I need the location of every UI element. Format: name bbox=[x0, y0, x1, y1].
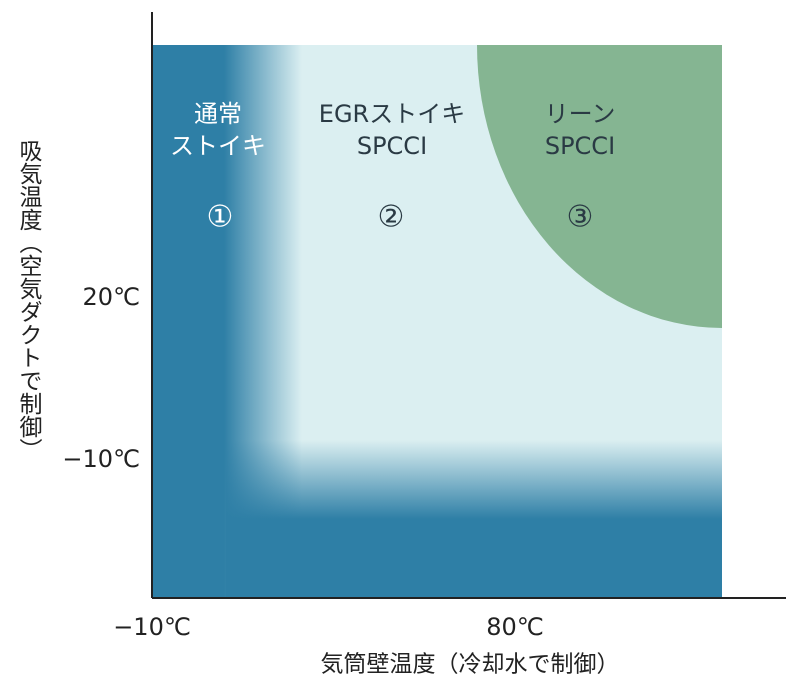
y-tick-label: −10℃ bbox=[62, 445, 140, 473]
y-axis-title: 吸気温度（空気ダクトで制御） bbox=[15, 139, 43, 461]
bottom-band bbox=[226, 440, 722, 598]
region-number: ① bbox=[207, 200, 234, 235]
region-label: SPCCI bbox=[357, 132, 427, 160]
region-number: ② bbox=[378, 200, 405, 235]
region-number: ③ bbox=[567, 200, 594, 235]
x-tick-label: −10℃ bbox=[113, 613, 191, 641]
y-tick-label: 20℃ bbox=[83, 283, 141, 311]
lean-region bbox=[477, 45, 722, 328]
region-label: EGRストイキ bbox=[319, 100, 465, 128]
region-label: SPCCI bbox=[545, 132, 615, 160]
left-band bbox=[152, 45, 302, 598]
region-label: ストイキ bbox=[170, 132, 266, 160]
x-tick-label: 80℃ bbox=[486, 613, 544, 641]
region-label: リーン bbox=[545, 100, 616, 128]
x-axis-title: 気筒壁温度（冷却水で制御） bbox=[321, 652, 620, 678]
region-label: 通常 bbox=[194, 100, 242, 128]
